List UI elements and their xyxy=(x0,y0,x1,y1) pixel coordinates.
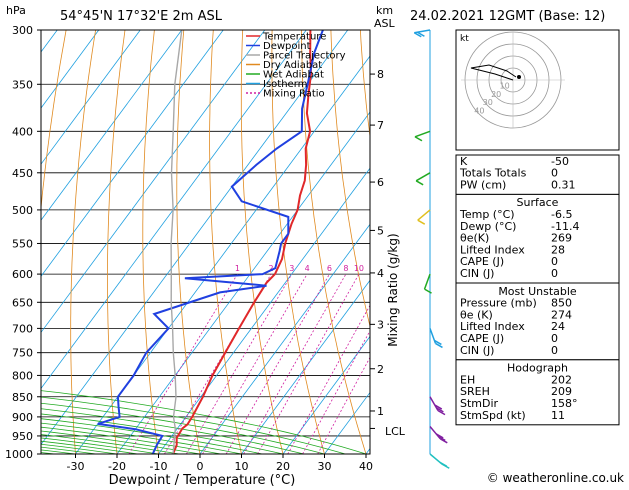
pressure-tick-label: 750 xyxy=(12,347,33,360)
mixing-ratio-line xyxy=(244,274,346,454)
mixing-ratio-label: 8 xyxy=(343,264,348,273)
pressure-tick-label: 450 xyxy=(12,167,33,180)
wind-barb-staff xyxy=(425,274,430,289)
height-unit-top: km xyxy=(376,4,393,17)
height-tick-label: 3 xyxy=(377,318,384,331)
height-tick-label: 5 xyxy=(377,224,384,237)
dry-adiabat xyxy=(625,30,629,454)
wind-barb-feather xyxy=(415,137,422,141)
legend-label: Mixing Ratio xyxy=(263,89,325,100)
pressure-tick-label: 650 xyxy=(12,296,33,309)
lcl-label: LCL xyxy=(385,425,406,438)
pressure-tick-label: 300 xyxy=(12,24,33,37)
height-tick-label: 1 xyxy=(377,405,384,418)
wind-barb xyxy=(416,173,430,185)
isotherm xyxy=(0,30,265,454)
temperature-tick-label: -20 xyxy=(108,460,126,473)
pressure-tick-label: 500 xyxy=(12,204,33,217)
pressure-tick-label: 600 xyxy=(12,268,33,281)
dry-adiabat xyxy=(32,30,66,454)
temperature-tick-label: -10 xyxy=(150,460,168,473)
wind-barb-feather xyxy=(416,181,423,185)
hodograph-frame xyxy=(456,30,619,150)
pressure-unit: hPa xyxy=(6,4,26,17)
temperature-tick-label: 30 xyxy=(318,460,332,473)
temperature-tick-label: 10 xyxy=(235,460,249,473)
pressure-tick-label: 850 xyxy=(12,391,33,404)
mixing-ratio-label: 3 xyxy=(289,264,294,273)
dry-adiabat xyxy=(177,30,200,454)
pressure-tick-label: 550 xyxy=(12,237,33,250)
wind-barb xyxy=(430,328,442,347)
wind-barb-staff xyxy=(414,30,430,33)
height-tick-label: 4 xyxy=(377,267,384,280)
pressure-tick-label: 400 xyxy=(12,125,33,138)
height-tick-label: 8 xyxy=(377,68,384,81)
hodograph-indices-value: 11 xyxy=(551,409,565,422)
wind-barb xyxy=(415,131,430,140)
wind-profile xyxy=(414,30,449,468)
wind-barb xyxy=(430,397,445,415)
pressure-tick-label: 350 xyxy=(12,78,33,91)
pressure-tick-label: 1000 xyxy=(5,448,33,461)
pressure-tick-label: 800 xyxy=(12,369,33,382)
indices-label: PW (cm) xyxy=(460,178,506,191)
hodograph-unit: kt xyxy=(460,34,469,44)
storm-motion-marker xyxy=(517,75,521,79)
temperature-tick-label: 40 xyxy=(359,460,373,473)
mixing-ratio-label: 4 xyxy=(305,264,310,273)
temperature-tick-label: 0 xyxy=(197,460,204,473)
height-tick-label: 6 xyxy=(377,176,384,189)
dry-adiabat xyxy=(143,30,159,454)
wind-barb-staff xyxy=(418,210,430,220)
wind-barb-staff xyxy=(416,173,430,181)
temperature-tick-label: -30 xyxy=(67,460,85,473)
surface-label: CIN (J) xyxy=(460,267,494,280)
mixing-ratio-label: 1 xyxy=(235,264,240,273)
most-unstable-value: 0 xyxy=(551,344,558,357)
wind-barb xyxy=(414,30,430,37)
wind-barb-feather xyxy=(418,220,425,224)
height-tick-label: 7 xyxy=(377,119,384,132)
copyright: © weatheronline.co.uk xyxy=(487,471,624,485)
dry-adiabat xyxy=(71,30,96,454)
wind-barb xyxy=(430,427,447,443)
indices-value: 0.31 xyxy=(551,178,576,191)
isotherm xyxy=(0,30,306,454)
wind-barb xyxy=(430,454,449,468)
height-unit-bottom: ASL xyxy=(374,17,396,30)
wind-barb xyxy=(418,210,430,224)
dry-adiabat xyxy=(360,30,449,454)
hodograph-indices-label: StmSpd (kt) xyxy=(460,409,526,422)
datetime-title: 24.02.2021 12GMT (Base: 12) xyxy=(410,9,605,24)
height-tick-label: 2 xyxy=(377,363,384,376)
hodograph-ring-label: 40 xyxy=(474,107,484,116)
wind-barb-staff xyxy=(415,131,430,136)
mixing-ratio-label: 6 xyxy=(327,264,332,273)
x-axis-label: Dewpoint / Temperature (°C) xyxy=(109,473,296,486)
surface-value: 0 xyxy=(551,267,558,280)
wet-adiabat xyxy=(0,397,242,454)
pressure-tick-label: 950 xyxy=(12,430,33,443)
location-title: 54°45'N 17°32'E 2m ASL xyxy=(60,9,223,24)
mixing-ratio-line xyxy=(226,274,329,454)
mixing-ratio-label: 10 xyxy=(354,264,364,273)
pressure-tick-label: 900 xyxy=(12,411,33,424)
temperature-tick-label: 20 xyxy=(276,460,290,473)
pressure-tick-label: 700 xyxy=(12,322,33,335)
mixing-ratio-label: 25 xyxy=(410,264,420,273)
dry-adiabat xyxy=(210,30,242,454)
mixing-ratio-axis-label: Mixing Ratio (g/kg) xyxy=(386,233,400,346)
most-unstable-label: CIN (J) xyxy=(460,344,494,357)
